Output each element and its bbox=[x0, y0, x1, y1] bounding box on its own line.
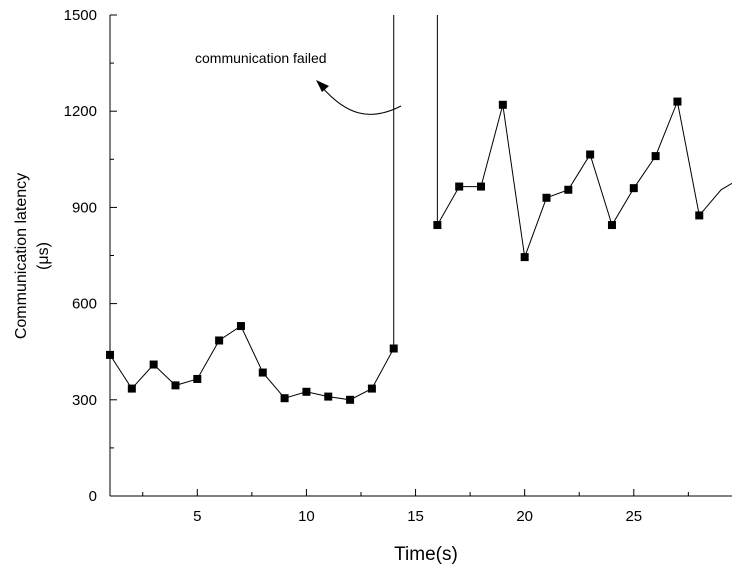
data-point bbox=[367, 384, 376, 393]
annotation-arrow bbox=[320, 85, 402, 115]
data-point bbox=[455, 182, 464, 191]
data-point bbox=[215, 336, 224, 345]
y-tick-label: 900 bbox=[72, 199, 97, 216]
x-tick-label: 20 bbox=[516, 508, 533, 525]
data-point bbox=[673, 97, 682, 106]
data-point bbox=[106, 350, 114, 359]
data-point bbox=[477, 182, 486, 191]
data-point bbox=[586, 150, 595, 159]
x-tick-label: 5 bbox=[193, 508, 201, 525]
y-tick-label: 300 bbox=[72, 392, 97, 409]
data-point bbox=[695, 211, 704, 220]
data-point bbox=[280, 394, 289, 403]
axes: 0 300 600 900 1200 1500 5 10 15 20 25 bbox=[64, 7, 732, 525]
annotation-label: communication failed bbox=[195, 50, 327, 66]
data-point bbox=[389, 344, 398, 353]
y-tick-label: 1200 bbox=[64, 103, 97, 120]
data-point bbox=[171, 381, 180, 390]
data-point bbox=[629, 184, 638, 193]
data-point bbox=[564, 185, 573, 194]
data-point bbox=[149, 360, 158, 369]
annotation: communication failed bbox=[195, 50, 402, 115]
data-point bbox=[433, 221, 442, 230]
x-tick-label: 15 bbox=[407, 508, 424, 525]
y-axis-title: Communication latency bbox=[13, 173, 30, 339]
data-point bbox=[258, 368, 267, 377]
y-tick-label: 1500 bbox=[64, 7, 97, 24]
x-tick-label: 10 bbox=[298, 508, 315, 525]
data-point bbox=[498, 100, 507, 109]
x-axis-title: Time(s) bbox=[394, 544, 458, 565]
data-point bbox=[193, 374, 202, 383]
data-point bbox=[607, 221, 616, 230]
y-tick-label: 600 bbox=[72, 296, 97, 313]
data-point bbox=[346, 395, 355, 404]
data-point bbox=[127, 384, 136, 393]
y-tick-label: 0 bbox=[89, 488, 97, 505]
data-point bbox=[236, 322, 245, 331]
data-point bbox=[302, 387, 311, 396]
data-point bbox=[324, 392, 333, 401]
data-point bbox=[542, 193, 551, 202]
data-point bbox=[651, 152, 660, 161]
x-tick-label: 25 bbox=[625, 508, 642, 525]
axis-labels: Time(s) Communication latency (μs) bbox=[13, 173, 458, 565]
annotation-arrowhead bbox=[316, 80, 329, 92]
data-point bbox=[520, 253, 529, 262]
y-axis-unit: (μs) bbox=[35, 242, 52, 270]
plot-area bbox=[106, 15, 732, 404]
series-line bbox=[436, 99, 732, 258]
